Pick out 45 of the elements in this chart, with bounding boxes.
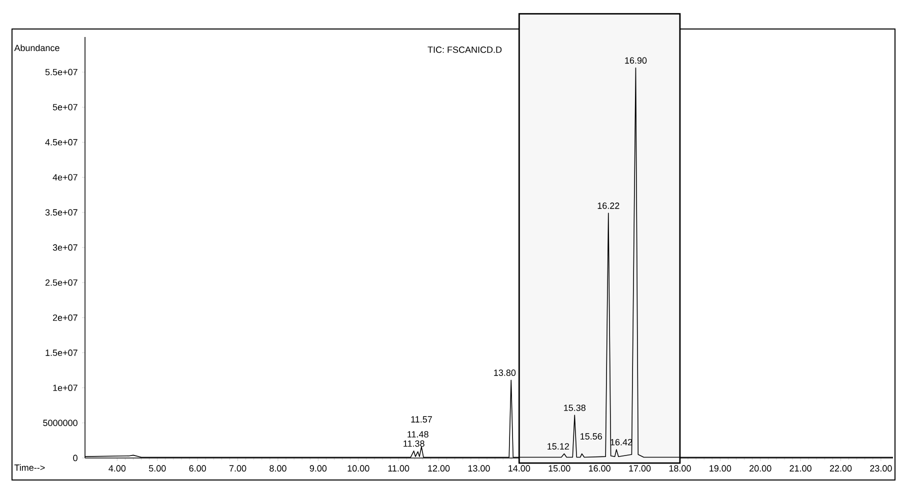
x-axis-title: Time--> (14, 464, 45, 471)
x-tick-label: 17.00 (629, 465, 651, 472)
y-tick-label: 4e+07 (52, 174, 78, 181)
annotation: 15.38 (564, 404, 586, 411)
x-tick-label: 20.00 (750, 465, 772, 472)
y-tick-label: 2e+07 (52, 314, 78, 321)
annotation: 16.42 (610, 438, 632, 446)
y-axis-title: Abundance (14, 44, 60, 52)
x-tick-label: 15.00 (548, 465, 570, 472)
annotation: 11.57 (411, 416, 432, 423)
x-tick-label: 22.00 (830, 465, 852, 472)
annotation: 15.56 (580, 433, 602, 440)
annotation: 13.80 (494, 370, 516, 376)
x-tick-label: 9.00 (310, 465, 327, 472)
y-tick-label: 1e+07 (53, 384, 78, 392)
x-tick-label: 7.00 (229, 465, 246, 472)
annotation: 16.90 (625, 57, 647, 64)
y-tick-label: 1.5e+07 (46, 350, 78, 356)
annotation: 11.38 (404, 440, 424, 447)
x-tick-label: 23.00 (870, 465, 892, 472)
y-tick-label: 0 (73, 454, 78, 462)
x-tick-label: 19.00 (710, 465, 732, 472)
y-tick-label: 3e+07 (52, 244, 78, 251)
y-tick-label: 5e+07 (52, 104, 78, 110)
y-tick-label: 5.5e+07 (45, 68, 78, 76)
y-tick-label: 4.5e+07 (45, 139, 78, 146)
y-tick-label: 2.5e+07 (45, 279, 78, 286)
x-tick-label: 16.00 (588, 465, 610, 472)
x-tick-label: 18.00 (669, 465, 691, 472)
annotation: 11.48 (408, 431, 428, 438)
x-tick-label: 21.00 (790, 465, 812, 472)
text: TIC: FSCANICD.D (428, 46, 502, 53)
annotation: 16.22 (598, 202, 620, 209)
x-tick-label: 12.00 (428, 465, 450, 472)
x-tick-label: 10.00 (348, 465, 370, 472)
x-tick-label: 11.00 (388, 465, 410, 472)
x-tick-label: 8.00 (270, 465, 286, 472)
x-tick-label: 13.00 (468, 465, 490, 472)
x-tick-label: 14.00 (508, 465, 530, 472)
x-tick-label: 5.00 (148, 465, 166, 472)
x-tick-label: 4.00 (108, 465, 126, 472)
x-tick-label: 6.00 (189, 465, 206, 472)
annotation: 15.12 (548, 443, 569, 450)
y-tick-label: 5000000 (43, 420, 78, 426)
y-tick-label: 3.5e+07 (45, 209, 78, 216)
